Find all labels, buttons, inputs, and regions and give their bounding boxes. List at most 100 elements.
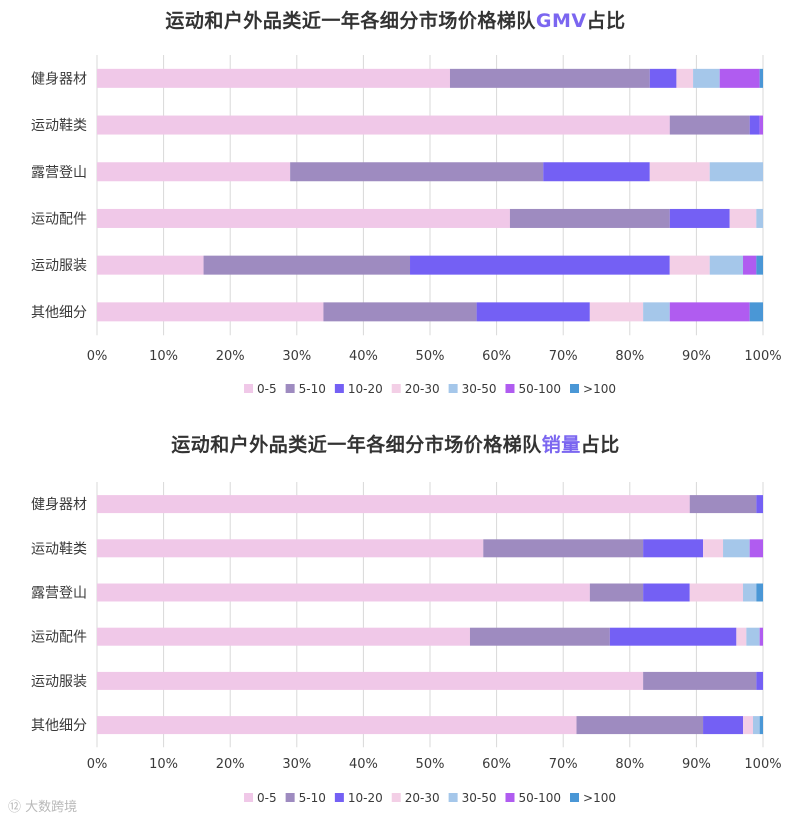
legend-label: 30-50 [462,382,497,396]
chart-volume: 运动和户外品类近一年各细分市场价格梯队销量占比 健身器材 运动鞋类 露营登山 运动配件… [0,410,791,821]
bar-segment [759,68,763,88]
category-label: 运动配件 [31,630,87,646]
bar-segment [669,255,710,275]
legend-swatch [334,793,344,802]
bar-segment [97,162,291,182]
bar-segment [736,627,747,646]
legend-swatch [244,793,254,802]
legend-label: 5-10 [299,382,326,396]
bar-segment [703,716,744,735]
bar-segment [509,208,670,228]
bar-segment [97,68,450,88]
bar-segment [689,495,757,514]
x-tick-label: 100% [744,349,781,364]
legend-label: >100 [583,791,616,805]
x-tick-label: 40% [349,349,378,364]
legend-swatch [391,793,401,802]
bar-segment [719,68,760,88]
bar-segment [709,162,763,182]
category-label: 运动服装 [31,258,87,274]
x-tick-label: 10% [149,757,178,772]
bar-segment [649,68,677,88]
x-tick-label: 0% [87,757,108,772]
bar-segment [746,627,760,646]
bar-segment [97,671,644,690]
x-tick-label: 20% [216,349,245,364]
legend-label: >100 [583,382,616,396]
bar-segment [483,539,644,558]
bar-segment [749,539,763,558]
legend-swatch [391,384,401,393]
category-label: 运动鞋类 [31,118,87,134]
legend-swatch [285,384,295,393]
x-tick-label: 10% [149,349,178,364]
bar-segment [743,255,757,275]
category-label: 露营登山 [31,586,87,602]
category-label: 其他细分 [31,305,87,321]
bar-segment [449,68,650,88]
bar-segment [759,115,763,135]
bar-segment [476,302,590,322]
bar-segment [693,68,720,88]
legend-swatch [285,793,295,802]
bar-segment [729,208,757,228]
chart-title: 运动和户外品类近一年各细分市场价格梯队销量占比 [0,430,791,457]
bar-segment [649,162,710,182]
chart-title-suffix: 占比 [580,434,620,456]
bar-segment [676,68,694,88]
bar-segment [97,583,590,602]
chart-title-prefix: 运动和户外品类近一年各细分市场价格梯队 [171,434,542,456]
bar-segment [97,539,484,558]
bar-segment [709,255,744,275]
bar-segment [669,302,750,322]
legend-swatch [244,384,254,393]
bar-segment [589,583,644,602]
bar-segment [759,716,763,735]
x-tick-label: 50% [416,349,445,364]
bar-segment [756,208,763,228]
x-tick-label: 50% [416,757,445,772]
legend-label: 30-50 [462,791,497,805]
bar-segment [756,255,763,275]
bar-segment [723,539,750,558]
bar-segment [609,627,737,646]
chart-title-suffix: 占比 [586,10,626,32]
bar-segment [97,302,324,322]
bar-segment [589,302,644,322]
legend-label: 50-100 [518,382,561,396]
x-tick-label: 40% [349,757,378,772]
legend-label: 10-20 [348,791,383,805]
category-label: 健身器材 [31,497,87,513]
chart-title-highlight: GMV [535,10,587,32]
bar-segment [756,583,763,602]
bar-segment [576,716,704,735]
category-label: 露营登山 [31,165,87,181]
bar-segment [743,583,757,602]
legend-label: 20-30 [405,382,440,396]
bar-segment [290,162,544,182]
x-tick-label: 90% [682,757,711,772]
legend-swatch [505,793,515,802]
bar-segment [543,162,650,182]
bar-segment [756,671,763,690]
bar-segment [753,716,760,735]
bar-segment [743,716,754,735]
legend-swatch [448,793,458,802]
chart-title-highlight: 销量 [541,434,581,456]
x-tick-label: 30% [282,757,311,772]
x-tick-label: 100% [744,757,781,772]
legend-swatch [570,793,580,802]
bar-segment [97,208,510,228]
x-tick-label: 60% [482,757,511,772]
legend-swatch [570,384,580,393]
bar-segment [97,627,470,646]
bar-segment [643,539,704,558]
bar-segment [703,539,724,558]
category-label: 运动服装 [31,674,87,690]
legend-swatch [448,384,458,393]
bar-segment [689,583,744,602]
legend-label: 5-10 [299,791,326,805]
x-tick-label: 20% [216,757,245,772]
